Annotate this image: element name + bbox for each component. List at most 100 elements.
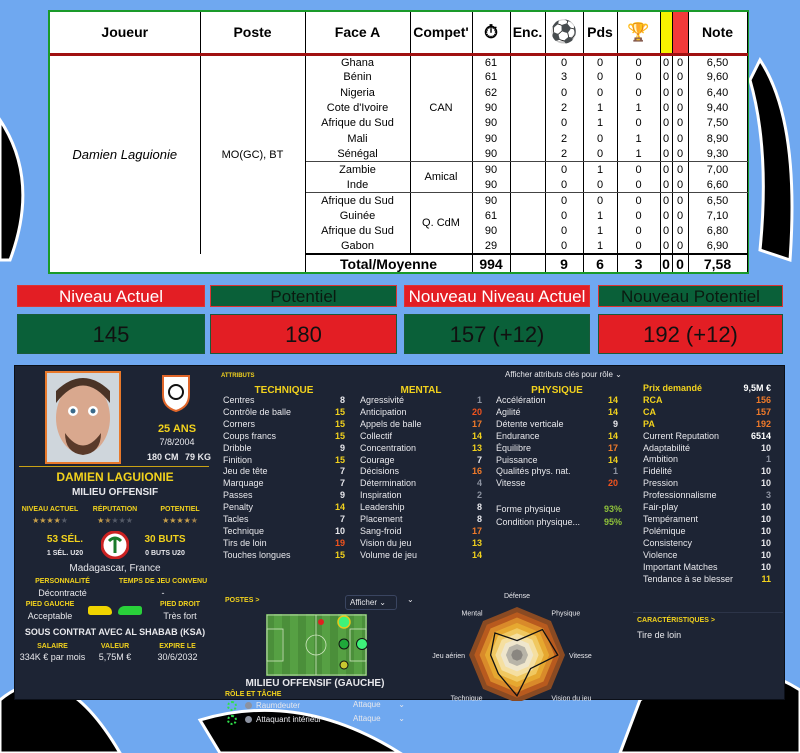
stat-cell: 2 bbox=[545, 146, 584, 163]
attribute-row: Condition physique... 95% bbox=[496, 516, 622, 529]
table-row: Bénin 61 3 0 0 0 0 9,60 bbox=[50, 69, 748, 85]
star-icon: ★ bbox=[111, 516, 119, 525]
stat-cell: 90 bbox=[472, 223, 511, 239]
attribute-value: 8 bbox=[339, 395, 345, 405]
attribute-name: Équilibre bbox=[496, 442, 532, 453]
stat-cell: 0 bbox=[672, 100, 689, 116]
role-attributes-toggle[interactable]: Afficher attributs clés pour rôle ⌄ bbox=[505, 370, 622, 379]
attribute-row: Tacles 7 bbox=[223, 514, 345, 526]
attribute-name: Décisions bbox=[360, 466, 400, 477]
stat-cell bbox=[510, 84, 546, 101]
attribute-value: 15 bbox=[334, 406, 345, 417]
position-dot bbox=[337, 615, 351, 629]
attribute-value: 2 bbox=[476, 490, 482, 501]
stat-cell: 6,50 bbox=[688, 54, 748, 70]
attribute-name: Puissance bbox=[496, 454, 538, 465]
radar-axis-label: Mental bbox=[462, 611, 483, 618]
attribute-name: Tendance à se blesser bbox=[643, 573, 734, 584]
attribute-row: Volume de jeu 14 bbox=[360, 550, 482, 562]
table-row: Inde 90 0 0 0 0 0 6,60 bbox=[50, 177, 748, 194]
stat-cell bbox=[510, 69, 546, 85]
star-icon: ★ bbox=[176, 516, 184, 525]
chevron-down-icon: ⌄ bbox=[615, 370, 622, 379]
stat-cell: 0 bbox=[583, 69, 618, 85]
attribute-name: Passes bbox=[223, 490, 253, 501]
star-icon: ★ bbox=[39, 516, 47, 525]
stat-cell bbox=[510, 54, 546, 70]
attribute-name: Sang-froid bbox=[360, 525, 402, 536]
total-assists: 6 bbox=[583, 253, 618, 273]
attribute-name: Anticipation bbox=[360, 406, 407, 417]
stat-cell: 0 bbox=[583, 146, 618, 163]
attribute-name: Touches longues bbox=[223, 549, 291, 560]
column-header: Note bbox=[688, 12, 748, 56]
duty-dropdown[interactable]: Attaque ⌄ bbox=[353, 700, 405, 709]
show-dropdown[interactable]: Afficher ⌄ bbox=[345, 595, 397, 610]
left-boot-icon bbox=[88, 606, 112, 615]
attribute-row: Forme physique 93% bbox=[496, 503, 622, 516]
attribute-row: Violence 10 bbox=[643, 550, 771, 562]
table-row: Afrique du Sud 90 0 1 0 0 0 7,50 bbox=[50, 115, 748, 132]
competition-cell: Amical bbox=[410, 161, 473, 194]
stat-cell: 0 bbox=[660, 223, 673, 239]
star-icon: ★ bbox=[32, 516, 40, 525]
attribute-row: Leadership 8 bbox=[360, 502, 482, 514]
info-icon[interactable] bbox=[245, 702, 252, 709]
level-value: 145 bbox=[17, 314, 205, 354]
position-dot bbox=[318, 619, 324, 625]
level-label: Niveau Actuel bbox=[17, 285, 205, 307]
stat-cell: 0 bbox=[583, 192, 618, 209]
match-stats-table: Joueur Poste Face A Compet' ⏱ Enc. ⚽ Pds 🏆 Note Da… bbox=[48, 10, 749, 274]
stat-cell: 0 bbox=[660, 177, 673, 194]
reputation-label: RÉPUTATION bbox=[92, 506, 138, 513]
stat-cell: 29 bbox=[472, 238, 511, 255]
role-attributes-toggle-label: Afficher attributs clés pour rôle bbox=[505, 370, 613, 379]
attribute-row: Corners 15 bbox=[223, 419, 345, 431]
stat-cell: 1 bbox=[583, 208, 618, 224]
trait-item: Tire de loin bbox=[637, 630, 682, 640]
stat-cell: 0 bbox=[672, 177, 689, 194]
stat-cell: 6,60 bbox=[688, 177, 748, 194]
info-icon[interactable] bbox=[245, 716, 252, 723]
table-row: Zambie Amical 90 0 1 0 0 0 7,00 bbox=[50, 161, 748, 194]
attribute-value: 17 bbox=[471, 525, 482, 536]
attribute-row: Adaptabilité 10 bbox=[643, 443, 771, 455]
red-card-icon bbox=[672, 12, 689, 56]
column-header: Enc. bbox=[510, 12, 546, 56]
attribute-value: 1 bbox=[765, 454, 771, 465]
attribute-name: Concentration bbox=[360, 442, 417, 453]
stat-cell: 90 bbox=[472, 115, 511, 132]
stat-cell: 0 bbox=[617, 177, 661, 194]
attribute-row: Collectif 14 bbox=[360, 431, 482, 443]
stat-cell: 0 bbox=[545, 115, 584, 132]
stat-cell: 0 bbox=[545, 54, 584, 70]
table-row: Afrique du Sud 90 0 1 0 0 0 6,80 bbox=[50, 223, 748, 239]
contract-expiry: 30/6/2032 bbox=[157, 652, 198, 662]
attribute-name: Prix demandé bbox=[643, 383, 703, 393]
attribute-row: Agilité 14 bbox=[496, 407, 618, 419]
technique-heading: TECHNIQUE bbox=[254, 385, 314, 396]
attribute-row: Tendance à se blesser 11 bbox=[643, 574, 771, 586]
expand-chevron-icon[interactable]: ⌄ bbox=[407, 595, 414, 604]
traits-link[interactable]: CARACTÉRISTIQUES > bbox=[637, 617, 715, 624]
opponent-cell: Guinée bbox=[305, 208, 411, 224]
player-role: MILIEU OFFENSIF bbox=[71, 487, 159, 498]
positions-link[interactable]: POSTES > bbox=[225, 597, 260, 604]
stat-cell: 2 bbox=[545, 131, 584, 147]
level-value: 180 bbox=[210, 314, 397, 354]
age: 25 ANS bbox=[157, 423, 197, 435]
height: 180 CM bbox=[147, 452, 179, 462]
stat-cell: 6,80 bbox=[688, 223, 748, 239]
stat-cell: 1 bbox=[583, 238, 618, 255]
trophy-icon: 🏆 bbox=[617, 12, 661, 56]
level-label: Nouveau Niveau Actuel bbox=[404, 285, 590, 307]
attribute-name: Coups francs bbox=[223, 430, 277, 441]
duty-dropdown[interactable]: Attaque ⌄ bbox=[353, 714, 405, 723]
stat-cell: 0 bbox=[583, 131, 618, 147]
stat-cell: 0 bbox=[617, 161, 661, 178]
attribute-name: Endurance bbox=[496, 430, 540, 441]
attribute-row: Passes 9 bbox=[223, 490, 345, 502]
attribute-value: 13 bbox=[471, 537, 482, 548]
stat-cell: 61 bbox=[472, 69, 511, 85]
attribute-name: Pression bbox=[643, 478, 679, 489]
